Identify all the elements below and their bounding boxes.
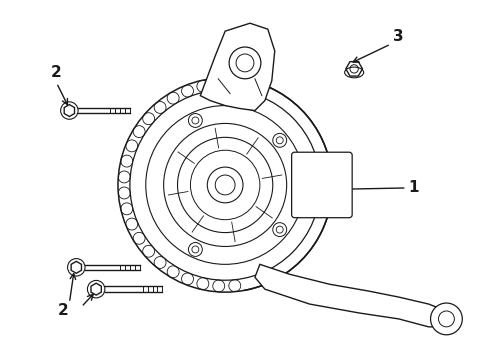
Text: 1: 1 <box>407 180 418 195</box>
Text: 2: 2 <box>58 303 69 319</box>
Circle shape <box>429 303 461 335</box>
Circle shape <box>188 113 202 127</box>
Polygon shape <box>200 23 274 111</box>
Text: 3: 3 <box>393 28 403 44</box>
Circle shape <box>272 223 286 237</box>
FancyBboxPatch shape <box>291 152 351 218</box>
Circle shape <box>229 47 260 79</box>
Text: 2: 2 <box>51 65 61 80</box>
Circle shape <box>272 133 286 147</box>
Polygon shape <box>254 264 446 327</box>
Circle shape <box>188 243 202 256</box>
